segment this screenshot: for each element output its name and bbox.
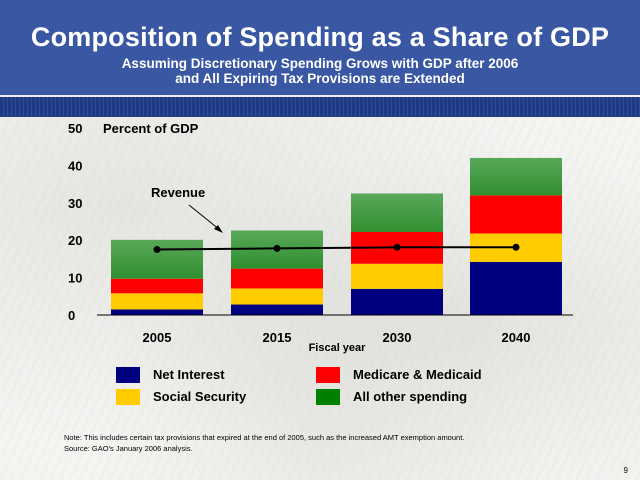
bar-net-interest-2030	[351, 288, 443, 315]
x-axis-label: Fiscal year	[309, 342, 367, 354]
bar-all-other-2005	[111, 239, 203, 279]
bar-all-other-2040	[470, 157, 562, 196]
footnote-source: Source: GAO's January 2006 analysis.	[64, 444, 193, 453]
y-tick-label: 40	[68, 158, 82, 173]
header-stripe	[0, 97, 640, 117]
legend-label-social-security: Social Security	[153, 389, 247, 404]
bar-net-interest-2005	[111, 309, 203, 315]
x-tick-label: 2040	[502, 330, 531, 345]
y-tick-label: 10	[68, 271, 82, 286]
x-tick-label: 2005	[143, 330, 172, 345]
legend-label-medicare-medicaid: Medicare & Medicaid	[353, 367, 482, 382]
y-tick-label: 20	[68, 233, 82, 248]
page-number: 9	[623, 466, 628, 475]
bar-medicare-medicaid-2015	[231, 268, 323, 289]
revenue-arrow-head	[214, 225, 223, 233]
y-axis-ticks: 0 10 20 30 40 50	[68, 121, 82, 323]
revenue-annotation: Revenue	[151, 185, 205, 200]
revenue-series	[153, 243, 520, 254]
legend-swatch-social-security	[116, 389, 140, 405]
legend-label-net-interest: Net Interest	[153, 367, 225, 382]
y-tick-label: 0	[68, 308, 75, 323]
page-subtitle: Assuming Discretionary Spending Grows wi…	[0, 56, 640, 86]
page-title: Composition of Spending as a Share of GD…	[30, 22, 610, 52]
subtitle-line-1: Assuming Discretionary Spending Grows wi…	[121, 56, 519, 71]
y-axis-label: Percent of GDP	[103, 121, 199, 136]
legend-label-all-other: All other spending	[353, 389, 468, 404]
subtitle-line-2: and All Expiring Tax Provisions are Exte…	[175, 71, 465, 86]
legend-swatch-medicare-medicaid	[316, 367, 340, 383]
bar-all-other-2030	[351, 193, 443, 232]
x-tick-label: 2030	[383, 330, 412, 345]
legend-swatch-net-interest	[116, 367, 140, 383]
bar-social-security-2005	[111, 293, 203, 310]
revenue-point-2005	[153, 246, 161, 254]
revenue-line	[156, 246, 516, 251]
footnote-note: Note: This includes certain tax provisio…	[64, 433, 465, 442]
revenue-annotation-arrow	[188, 204, 221, 231]
bar-net-interest-2015	[231, 304, 323, 315]
y-tick-label: 50	[68, 121, 82, 136]
revenue-point-2015	[273, 244, 281, 252]
revenue-point-2030	[393, 243, 401, 251]
revenue-point-2040	[512, 243, 520, 251]
x-axis-ticks: 2005 2015 2030 2040	[143, 330, 531, 345]
bar-social-security-2030	[351, 263, 443, 289]
legend-swatch-all-other	[316, 389, 340, 405]
bar-medicare-medicaid-2005	[111, 278, 203, 294]
bar-net-interest-2040	[470, 261, 562, 315]
header-banner: Composition of Spending as a Share of GD…	[0, 0, 640, 95]
bar-medicare-medicaid-2040	[470, 195, 562, 234]
x-tick-label: 2015	[263, 330, 292, 345]
y-tick-label: 30	[68, 196, 82, 211]
bars	[111, 157, 562, 315]
footnote: Note: This includes certain tax provisio…	[64, 432, 624, 454]
bar-social-security-2015	[231, 288, 323, 305]
